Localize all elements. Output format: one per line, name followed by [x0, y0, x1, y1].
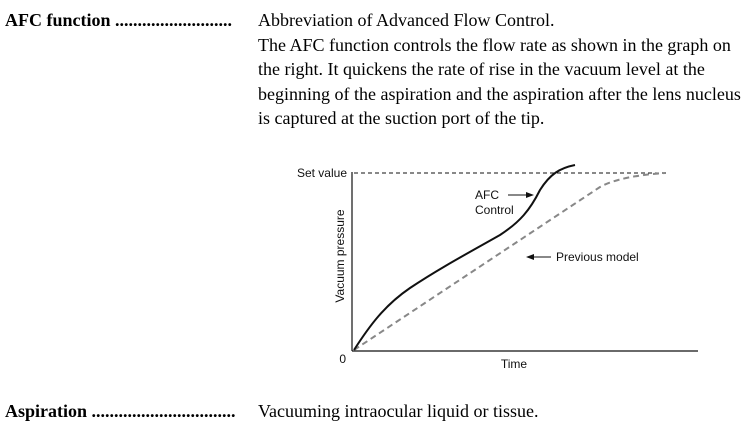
- term-afc-function: AFC function ..........................: [5, 9, 232, 31]
- x-axis-label: Time: [501, 357, 528, 371]
- definition-line: Abbreviation of Advanced Flow Control.: [258, 10, 555, 30]
- term-label: Aspiration: [5, 401, 88, 421]
- leader-dots: ..........................: [115, 10, 233, 30]
- definition-paragraph: The AFC function controls the flow rate …: [258, 34, 741, 129]
- annotation-afc-arrow-head: [526, 192, 534, 198]
- definition-afc-function: Abbreviation of Advanced Flow Control. T…: [258, 8, 746, 131]
- annotation-afc-line1: AFC: [475, 188, 499, 202]
- definition-aspiration: Vacuuming intraocular liquid or tissue.: [258, 399, 746, 424]
- annotation-afc-line2: Control: [475, 203, 514, 217]
- term-label: AFC function: [5, 10, 111, 30]
- series-afc-control: [353, 164, 576, 351]
- origin-label: 0: [339, 352, 346, 366]
- set-value-label: Set value: [297, 166, 347, 180]
- leader-dots: ................................: [91, 401, 236, 421]
- definition-line: Vacuuming intraocular liquid or tissue.: [258, 401, 539, 421]
- annotation-previous-arrow-head: [526, 254, 534, 260]
- y-axis-label: Vacuum pressure: [333, 209, 347, 302]
- annotation-previous-model: Previous model: [556, 250, 639, 264]
- series-previous-model: [353, 172, 666, 351]
- term-aspiration: Aspiration .............................…: [5, 400, 236, 422]
